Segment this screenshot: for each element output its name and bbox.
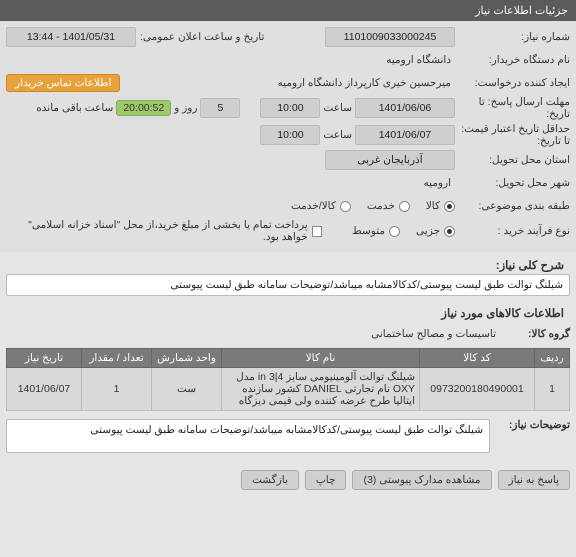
group-value: تاسیسات و مصالح ساختمانی — [367, 328, 500, 340]
treasury-note: پرداخت تمام یا بخشی از مبلغ خرید،از محل … — [6, 219, 312, 243]
th-idx: ردیف — [535, 349, 570, 368]
deadline-countdown: 20:00:52 — [116, 100, 171, 116]
radio-kala-label: کالا — [426, 200, 440, 212]
panel-header: جزئیات اطلاعات نیاز — [0, 0, 576, 21]
cell-qty: 1 — [82, 368, 152, 411]
cell-code: 0973200180490001 — [420, 368, 535, 411]
radio-jozi[interactable] — [444, 226, 455, 237]
radio-kala-khedmat-label: کالا/خدمت — [291, 200, 336, 212]
min-valid-label: حداقل تاریخ اعتبار قیمت: تا تاریخ: — [455, 123, 570, 147]
deadline-label: مهلت ارسال پاسخ: تا تاریخ: — [455, 96, 570, 120]
buyer-name-value: دانشگاه ارومیه — [382, 54, 455, 66]
cell-idx: 1 — [535, 368, 570, 411]
deadline-hour-label: ساعت — [323, 102, 352, 114]
items-table: ردیف کد کالا نام کالا واحد شمارش تعداد /… — [6, 348, 570, 411]
explain-label: توضیحات نیاز: — [490, 419, 570, 431]
buyer-name-label: نام دستگاه خریدار: — [455, 54, 570, 66]
city-value: ارومیه — [420, 177, 455, 189]
deadline-days: 5 — [200, 98, 240, 118]
th-date: تاریخ نیاز — [7, 349, 82, 368]
min-valid-hour-label: ساعت — [323, 129, 352, 141]
province-value: آذربایجان غربی — [325, 150, 455, 170]
process-type-group: جزیی متوسط — [340, 225, 455, 237]
items-title: اطلاعات کالاهای مورد نیاز — [6, 306, 564, 320]
classification-group: کالا خدمت کالا/خدمت — [279, 200, 455, 212]
requester-value: میرحسین خیری کارپرداز دانشگاه ارومیه — [274, 77, 455, 89]
min-valid-time: 10:00 — [260, 125, 320, 145]
desc-text: شیلنگ توالت طبق لیست پیوستی/کدکالامشابه … — [6, 274, 570, 296]
classification-label: طبقه بندی موضوعی: — [455, 200, 570, 212]
process-type-label: نوع فرآیند خرید : — [455, 225, 570, 237]
radio-motevaset-label: متوسط — [352, 225, 385, 237]
province-label: استان محل تحویل: — [455, 154, 570, 166]
group-label: گروه کالا: — [500, 328, 570, 340]
th-code: کد کالا — [420, 349, 535, 368]
need-number-label: شماره نیاز: — [455, 31, 570, 43]
requester-label: ایجاد کننده درخواست: — [455, 77, 570, 89]
form-area: شماره نیاز: 1101009033000245 تاریخ و ساع… — [0, 21, 576, 252]
print-button[interactable]: چاپ — [305, 470, 347, 490]
cell-date: 1401/06/07 — [7, 368, 82, 411]
city-label: شهر محل تحویل: — [455, 177, 570, 189]
deadline-date: 1401/06/06 — [355, 98, 455, 118]
announce-date-value: 1401/05/31 - 13:44 — [6, 27, 136, 47]
th-qty: تعداد / مقدار — [82, 349, 152, 368]
footer-buttons: پاسخ به نیاز مشاهده مدارک پیوستی (3) چاپ… — [0, 462, 576, 498]
min-valid-date: 1401/06/07 — [355, 125, 455, 145]
desc-title: شرح کلی نیاز: — [6, 258, 564, 272]
need-number-value: 1101009033000245 — [325, 27, 455, 47]
radio-motevaset[interactable] — [389, 226, 400, 237]
treasury-note-checkbox[interactable] — [312, 226, 322, 237]
table-row: 1 0973200180490001 شیلنگ توالت آلومینیوم… — [7, 368, 570, 411]
radio-kala[interactable] — [444, 201, 455, 212]
cell-unit: ست — [152, 368, 222, 411]
deadline-remain-label: ساعت باقی مانده — [36, 102, 113, 114]
radio-kala-khedmat[interactable] — [340, 201, 351, 212]
explain-text: شیلنگ توالت طبق لیست پیوستی/کدکالامشابه … — [6, 419, 490, 453]
panel-title: جزئیات اطلاعات نیاز — [475, 5, 568, 17]
reply-button[interactable]: پاسخ به نیاز — [498, 470, 570, 490]
attachments-button[interactable]: مشاهده مدارک پیوستی (3) — [352, 470, 491, 490]
radio-khedmat[interactable] — [399, 201, 410, 212]
th-unit: واحد شمارش — [152, 349, 222, 368]
deadline-time: 10:00 — [260, 98, 320, 118]
th-name: نام کالا — [222, 349, 420, 368]
radio-jozi-label: جزیی — [416, 225, 440, 237]
cell-name: شیلنگ توالت آلومینیومی سایز 4|3 in مدل O… — [222, 368, 420, 411]
back-button[interactable]: بازگشت — [241, 470, 299, 490]
contact-buyer-button[interactable]: اطلاعات تماس خریدار — [6, 74, 120, 92]
announce-date-label: تاریخ و ساعت اعلان عمومی: — [136, 31, 268, 43]
deadline-and-label: روز و — [174, 102, 197, 114]
radio-khedmat-label: خدمت — [367, 200, 395, 212]
